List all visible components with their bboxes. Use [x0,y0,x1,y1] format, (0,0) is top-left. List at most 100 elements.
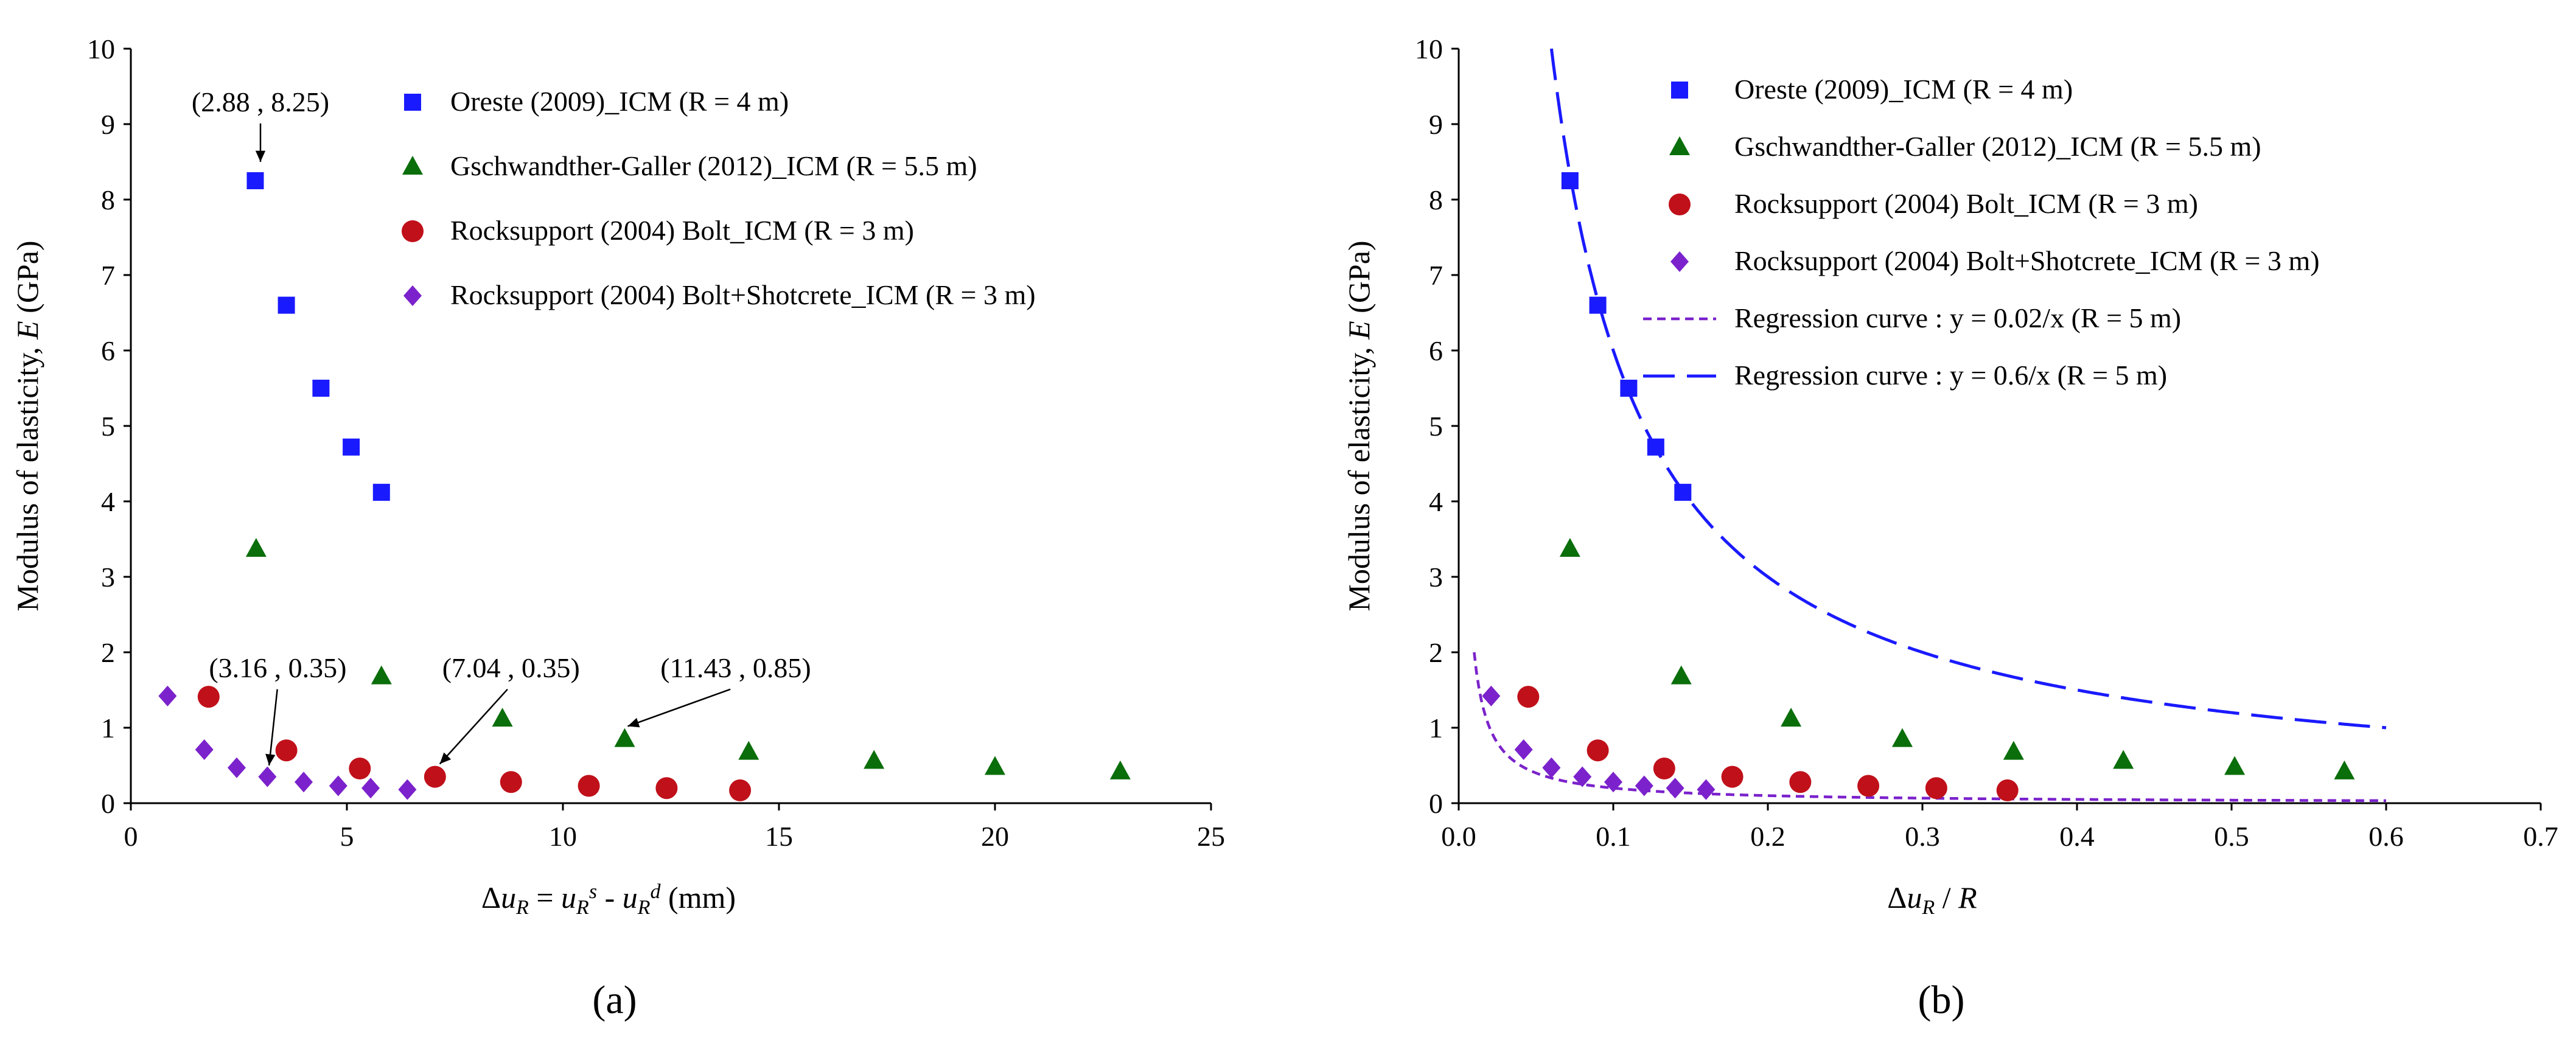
y-tick-label: 8 [1429,184,1443,215]
data-point-diamond [295,772,313,793]
legend-marker-diamond [403,285,422,306]
x-tick-label: 0.6 [2368,821,2404,852]
data-marks-a [158,172,1131,801]
legend-b: Oreste (2009)_ICM (R = 4 m) Gschwandther-… [1643,74,2320,391]
annotation-arrowhead [439,752,452,764]
data-point-circle [197,686,220,708]
y-tick-label: 1 [101,713,115,744]
data-point-triangle [1891,728,1913,747]
annotation-arrow [439,688,508,765]
x-tick-label: 0.0 [1441,821,1476,852]
data-point-square [312,380,330,397]
y-tick-label: 5 [1429,411,1443,442]
plot-area-b [1459,49,2541,803]
annotation-label: (2.88 , 8.25) [192,86,329,117]
panel-label-b: (b) [1918,978,1965,1022]
chart-panel-a: 0 1 2 3 4 5 6 7 8 9 10 0 5 10 15 20 25 (2.88 , 8.25) (3.… [10,33,1225,1022]
regression-curve-1 [1473,652,2386,803]
legend-entry: Gschwandther-Galler (2012)_ICM (R = 5.5 … [1734,131,2261,162]
data-marks-b [1482,172,2355,801]
data-point-diamond [398,779,417,800]
data-point-circle [500,771,522,793]
data-point-diamond [1697,779,1716,800]
x-axis-title-b: ΔuR / R [1887,880,1977,919]
data-point-triangle [2334,760,2355,779]
y-tick-label: 4 [1429,486,1443,517]
annotation-label: (7.04 , 0.35) [442,652,580,683]
y-tick-label: 7 [101,260,115,291]
x-tick-label: 15 [765,821,793,852]
legend-a: Oreste (2009)_ICM (R = 4 m) Gschwandther-… [402,86,1036,310]
x-axis-title-a: ΔuR = uRs - uRd (mm) [481,880,736,919]
annotations-a: (2.88 , 8.25) (3.16 , 0.35) (7.04 , 0.35) (… [192,86,811,766]
x-tick-label: 5 [340,821,354,852]
regression-curve-2 [1549,48,2387,730]
data-point-triangle [1670,665,1692,685]
data-point-square [1674,484,1692,501]
legend-entry: Oreste (2009)_ICM (R = 4 m) [450,86,789,117]
data-point-triangle [245,538,267,557]
data-point-square [1561,172,1579,189]
data-point-diamond [1514,739,1533,760]
annotation-arrow [627,688,731,727]
y-tick-label: 7 [1429,260,1443,291]
x-tick-label: 0 [124,821,138,852]
data-point-square [372,484,390,501]
x-tick-label: 0.1 [1596,821,1631,852]
annotation-arrow [268,689,278,766]
legend-entry: Oreste (2009)_ICM (R = 4 m) [1734,74,2073,105]
data-point-diamond [1482,685,1501,706]
annotation-label: (11.43 , 0.85) [660,652,811,683]
data-point-circle [729,779,752,801]
legend-marker-circle [1669,193,1691,215]
y-axis-ticks-b: 0 1 2 3 4 5 6 7 8 9 10 [1415,33,1459,819]
data-point-square [1620,380,1638,397]
legend-marker-triangle [402,156,423,175]
data-point-square [1647,438,1664,456]
data-point-circle [1789,771,1812,793]
data-point-circle [349,757,371,779]
x-tick-label: 0.3 [1905,821,1940,852]
data-point-triangle [614,728,635,747]
data-point-square [1589,296,1607,314]
legend-entry: Rocksupport (2004) Bolt_ICM (R = 3 m) [1734,188,2198,219]
legend-entry: Regression curve : y = 0.6/x (R = 5 m) [1734,360,2167,391]
data-point-diamond [258,766,277,787]
legend-entry: Rocksupport (2004) Bolt_ICM (R = 3 m) [450,215,914,246]
data-point-triangle [2224,756,2246,775]
data-point-circle [578,775,600,797]
data-point-diamond [227,757,246,778]
data-point-diamond [1635,775,1653,796]
y-axis-title-a: Modulus of elasticity, E (GPa) [10,240,44,611]
y-tick-label: 6 [1429,335,1443,366]
data-point-triangle [1109,760,1131,779]
legend-entry: Rocksupport (2004) Bolt+Shotcrete_ICM (R… [1734,245,2320,276]
data-point-diamond [1573,766,1592,787]
data-point-diamond [329,775,347,796]
y-tick-label: 10 [87,33,115,64]
y-tick-label: 1 [1429,713,1443,744]
data-point-circle [1721,765,1744,788]
data-point-square [277,296,295,314]
y-tick-label: 9 [1429,109,1443,140]
x-tick-label: 0.5 [2214,821,2249,852]
data-point-triangle [1781,708,1802,727]
annotation-label: (3.16 , 0.35) [209,652,346,683]
regression-curves-b [1473,48,2387,803]
annotation-arrowhead [265,753,276,765]
x-tick-label: 0.4 [2059,821,2095,852]
data-point-triangle [738,741,759,760]
data-point-diamond [1604,772,1622,793]
legend-entry: Gschwandther-Galler (2012)_ICM (R = 5.5 … [450,150,977,181]
data-point-circle [1517,686,1540,708]
data-point-triangle [492,708,513,727]
data-point-circle [1925,777,1947,800]
legend-marker-square [1671,82,1688,99]
data-point-square [246,172,264,189]
y-tick-label: 2 [101,637,115,668]
y-tick-label: 9 [101,109,115,140]
y-tick-label: 4 [101,486,115,517]
y-tick-label: 3 [1429,562,1443,593]
data-point-circle [1857,775,1880,797]
